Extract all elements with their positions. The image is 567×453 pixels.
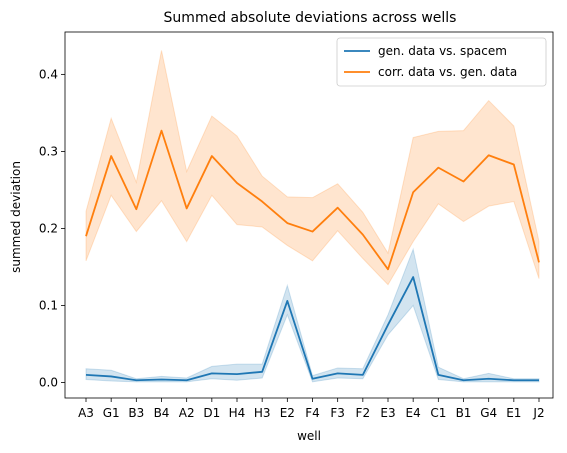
x-tick-label: F2 — [356, 406, 371, 420]
x-tick-label: C1 — [430, 406, 446, 420]
y-axis: 0.0 0.1 0.2 0.3 0.4 — [39, 67, 65, 390]
y-tick-label: 0.1 — [39, 299, 58, 313]
x-tick-label: B3 — [128, 406, 144, 420]
x-tick-label: E2 — [280, 406, 295, 420]
plot-area — [64, 31, 554, 399]
y-tick-label: 0.3 — [39, 144, 58, 158]
x-tick-label: J2 — [532, 406, 544, 420]
x-tick-label: F4 — [305, 406, 320, 420]
legend: gen. data vs. spacem corr. data vs. gen. … — [336, 37, 547, 87]
x-tick-label: H4 — [229, 406, 246, 420]
confidence-bands — [85, 50, 540, 383]
series-lines — [85, 129, 540, 382]
y-tick-label: 0.4 — [39, 67, 58, 81]
x-axis-label: well — [297, 429, 321, 443]
x-tick-label: E1 — [506, 406, 521, 420]
y-tick-label: 0.2 — [39, 221, 58, 235]
x-tick-label: E4 — [406, 406, 421, 420]
x-tick-label: F3 — [330, 406, 345, 420]
x-tick-label: G4 — [480, 406, 497, 420]
band-series-0 — [85, 247, 540, 383]
line-series-0 — [85, 276, 539, 382]
x-tick-label: E3 — [380, 406, 395, 420]
band-series-1 — [85, 50, 540, 286]
legend-box — [336, 37, 547, 87]
legend-label-0: gen. data vs. spacem — [378, 44, 507, 58]
chart-title: Summed absolute deviations across wells — [164, 10, 457, 26]
x-tick-label: D1 — [203, 406, 220, 420]
x-tick-label: G1 — [103, 406, 120, 420]
line-series-1 — [85, 129, 540, 271]
y-axis-label: summed deviation — [9, 161, 23, 273]
y-tick-label: 0.0 — [39, 376, 58, 390]
legend-label-1: corr. data vs. gen. data — [378, 65, 517, 79]
x-tick-label: A2 — [179, 406, 195, 420]
x-axis: A3 G1 B3 B4 A2 D1 H4 H3 E2 F4 F3 F2 E3 E4 C1 B1 G4 E1 J2 — [78, 398, 545, 420]
x-tick-label: A3 — [78, 406, 94, 420]
x-tick-label: B1 — [456, 406, 472, 420]
x-tick-label: H3 — [254, 406, 271, 420]
x-tick-label: B4 — [154, 406, 170, 420]
